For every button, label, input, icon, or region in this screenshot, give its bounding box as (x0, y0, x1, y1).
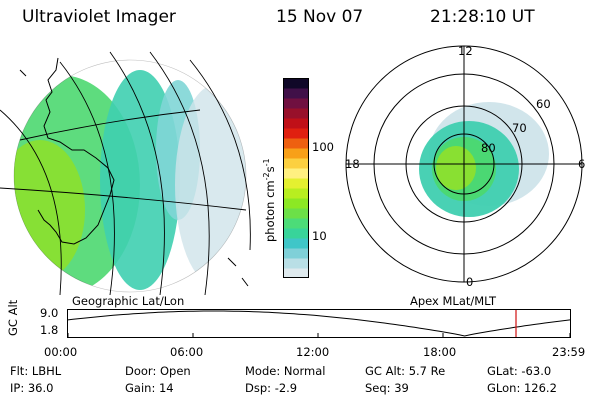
colorbar-cell (283, 128, 309, 139)
colorbar-tick-10: 10 (312, 229, 327, 243)
geo-aurora-image (14, 60, 246, 292)
x-tick-1200: 12:00 (296, 345, 330, 359)
geo-caption: Geographic Lat/Lon (72, 294, 185, 308)
colorbar-cell (283, 228, 309, 239)
gcalt-info: GC Alt: 5.7 Re (365, 364, 446, 378)
polar-panel (345, 45, 583, 283)
colorbar-cell (283, 218, 309, 229)
colorbar-cell (283, 238, 309, 249)
colorbar-cell (283, 138, 309, 149)
mlt-6-label: 6 (578, 157, 586, 171)
orbit-ymin-label: 1.8 (40, 323, 59, 337)
x-tick-2359: 23:59 (552, 345, 586, 359)
colorbar-cell (283, 198, 309, 209)
colorbar-cell (283, 258, 309, 269)
time-label: 21:28:10 UT (430, 7, 535, 27)
colorbar-cell (283, 168, 309, 179)
x-tick-1800: 18:00 (423, 345, 457, 359)
colorbar-cell (283, 118, 309, 129)
colorbar (283, 78, 309, 278)
colorbar-cell (283, 98, 309, 109)
colorbar-cell (283, 178, 309, 189)
coastline (19, 57, 249, 287)
colorbar-cells (283, 78, 309, 278)
dsp-info: Dsp: -2.9 (245, 381, 298, 395)
orbit-x-ticks (67, 333, 571, 337)
colorbar-tick-100: 100 (312, 140, 334, 154)
colorbar-cell (283, 148, 309, 159)
orbit-ymax-label: 9.0 (40, 306, 59, 320)
colorbar-cell (283, 78, 309, 89)
geo-grid (0, 51, 251, 295)
glon-info: GLon: 126.2 (487, 381, 557, 395)
mlt-0-label: 0 (466, 275, 474, 289)
colorbar-cell (283, 208, 309, 219)
mlt-12-label: 12 (458, 44, 473, 58)
polar-aurora-image (419, 102, 549, 217)
colorbar-cell (283, 188, 309, 199)
ip-info: IP: 36.0 (10, 381, 54, 395)
colorbar-unit-label: photon cm-2s-1 (262, 158, 277, 242)
colorbar-cell (283, 108, 309, 119)
orbit-altitude-curve (67, 310, 571, 337)
mlat-70-label: 70 (512, 121, 527, 135)
colorbar-cell (283, 158, 309, 169)
x-tick-0600: 06:00 (170, 345, 204, 359)
x-tick-0000: 00:00 (44, 345, 78, 359)
geographic-image-panel (0, 51, 251, 295)
colorbar-cell (283, 268, 309, 278)
mlat-80-label: 80 (481, 141, 496, 155)
mlt-18-label: 18 (345, 157, 360, 171)
instrument-title: Ultraviolet Imager (22, 7, 176, 27)
colorbar-cell (283, 248, 309, 259)
polar-grid (345, 45, 583, 283)
gain-info: Gain: 14 (125, 381, 174, 395)
door-info: Door: Open (125, 364, 191, 378)
date-label: 15 Nov 07 (276, 7, 364, 27)
polar-caption: Apex MLat/MLT (410, 294, 497, 308)
seq-info: Seq: 39 (365, 381, 409, 395)
glat-info: GLat: -63.0 (487, 364, 552, 378)
mode-info: Mode: Normal (245, 364, 326, 378)
orbit-plot (67, 309, 571, 338)
orbit-ylabel: GC Alt (6, 299, 20, 336)
flt-info: Flt: LBHL (10, 364, 62, 378)
colorbar-cell (283, 88, 309, 99)
mlat-60-label: 60 (536, 97, 551, 111)
